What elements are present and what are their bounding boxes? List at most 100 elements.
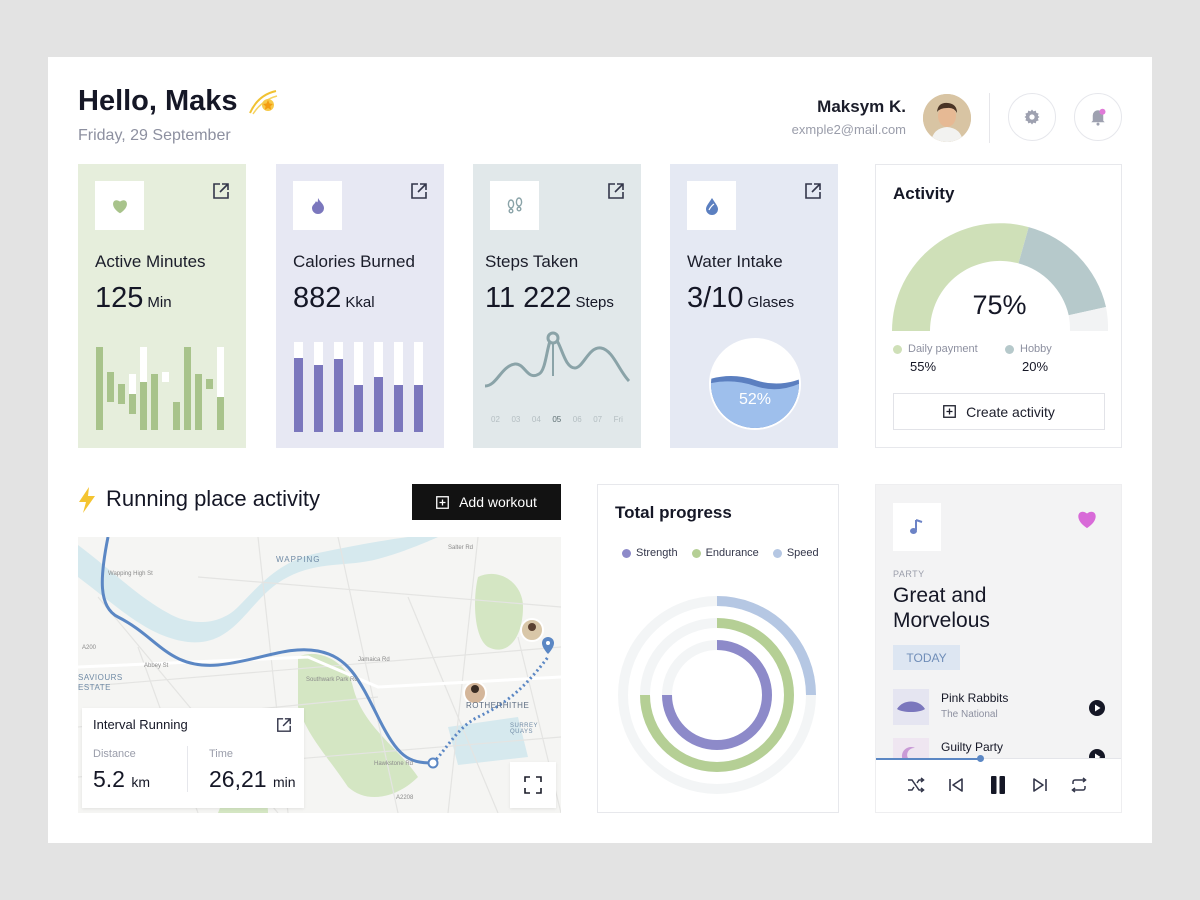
card-icon-box xyxy=(95,181,144,230)
water-percent: 52% xyxy=(738,391,772,408)
card-value: 3/10 Glases xyxy=(687,282,794,315)
track-artist: The National xyxy=(941,709,998,720)
activity-panel: Activity 75% Daily payment 55% Hobby 20%… xyxy=(875,164,1122,448)
user-name: Maksym K. xyxy=(817,97,906,116)
interval-title: Interval Running xyxy=(93,717,188,732)
track-name: Guilty Party xyxy=(941,740,1004,754)
legend-item-daily-payment: Daily payment 55% xyxy=(893,343,978,374)
map-label: WAPPING xyxy=(276,555,321,564)
card-value-number: 3/10 xyxy=(687,282,744,314)
external-link-icon[interactable] xyxy=(804,182,822,200)
progress-legend: Strength Endurance Speed xyxy=(622,547,819,559)
gear-icon xyxy=(1024,109,1040,125)
shuffle-icon[interactable] xyxy=(907,777,925,793)
day-label: Fri xyxy=(613,415,623,424)
create-activity-button[interactable]: Create activity xyxy=(893,393,1105,430)
favorite-heart-icon[interactable] xyxy=(1076,509,1098,529)
fullscreen-button[interactable] xyxy=(510,762,556,808)
previous-icon[interactable] xyxy=(948,777,964,793)
legend-item-hobby: Hobby 20% xyxy=(1005,343,1052,374)
legend-dot xyxy=(772,548,782,558)
route-map[interactable]: WAPPING ROTHERHITHE SAVIOURS ESTATE SURR… xyxy=(78,537,561,813)
active-minutes-chart xyxy=(96,347,224,430)
steps-chart xyxy=(484,331,631,388)
user-email: exmple2@mail.com xyxy=(791,122,906,137)
map-label: ESTATE xyxy=(78,683,111,692)
plus-square-icon xyxy=(943,405,957,418)
card-icon-box xyxy=(687,181,736,230)
legend-label: Daily payment xyxy=(908,343,978,355)
map-label: ROTHERHITHE xyxy=(466,701,530,710)
legend-dot xyxy=(893,344,902,354)
legend-item-strength: Strength xyxy=(622,547,678,559)
card-active-minutes[interactable]: Active Minutes 125 Min xyxy=(78,164,246,448)
distance-label: Distance xyxy=(93,748,136,760)
music-title-line: Morvelous xyxy=(893,609,990,632)
create-activity-label: Create activity xyxy=(966,403,1055,420)
interval-running-card[interactable]: Interval Running Distance 5.2 km Time 26… xyxy=(82,708,304,808)
progress-rings-chart xyxy=(618,596,816,794)
legend-label: Endurance xyxy=(705,547,759,559)
card-title: Active Minutes xyxy=(95,252,206,271)
day-label: 04 xyxy=(531,415,541,424)
day-label: 07 xyxy=(593,415,603,424)
music-player: PARTY Great and Morvelous TODAY Pink Rab… xyxy=(875,484,1122,813)
avatar[interactable] xyxy=(923,94,971,142)
playback-scrubber[interactable] xyxy=(977,755,984,762)
time-unit: min xyxy=(272,774,296,790)
music-icon-box xyxy=(893,503,941,551)
card-value-unit: Steps xyxy=(575,294,614,311)
track-cover xyxy=(893,689,929,725)
lightning-icon xyxy=(79,487,95,513)
external-link-icon[interactable] xyxy=(212,182,230,200)
next-icon[interactable] xyxy=(1032,777,1048,793)
legend-label: Strength xyxy=(636,547,678,559)
play-icon[interactable] xyxy=(1089,700,1105,716)
footprints-icon xyxy=(507,196,522,213)
day-label: 06 xyxy=(572,415,582,424)
card-water-intake[interactable]: Water Intake 3/10 Glases 52% xyxy=(670,164,838,448)
external-link-icon[interactable] xyxy=(607,182,625,200)
time-value: 26,21 min xyxy=(209,766,296,793)
legend-value: 55% xyxy=(910,359,937,374)
card-steps-taken[interactable]: Steps Taken 11 222 Steps 02 03 04 05 06 0… xyxy=(473,164,641,448)
player-controls xyxy=(876,755,1121,812)
activity-title: Activity xyxy=(893,184,955,203)
external-link-icon[interactable] xyxy=(276,717,292,733)
card-icon-box xyxy=(293,181,342,230)
distance-value: 5.2 km xyxy=(93,766,150,793)
map-label: Salter Rd xyxy=(448,545,474,551)
repeat-icon[interactable] xyxy=(1070,776,1088,794)
progress-title: Total progress xyxy=(615,503,732,522)
card-icon-box xyxy=(490,181,539,230)
card-value: 882 Kkal xyxy=(293,282,375,315)
map-label: A2208 xyxy=(396,795,414,801)
card-value-unit: Glases xyxy=(747,294,795,311)
bell-icon xyxy=(1091,108,1106,126)
map-label: Abbey St xyxy=(144,663,169,669)
card-title: Water Intake xyxy=(687,252,783,271)
card-value-number: 882 xyxy=(293,282,342,314)
today-badge[interactable]: TODAY xyxy=(893,645,960,670)
external-link-icon[interactable] xyxy=(410,182,428,200)
running-title: Running place activity xyxy=(106,486,321,511)
track-item[interactable]: Pink Rabbits The National xyxy=(893,689,1105,727)
legend-value: 20% xyxy=(1022,359,1049,374)
album-art-icon xyxy=(897,701,925,712)
day-label: 03 xyxy=(511,415,521,424)
dashboard: Hello, Maks Friday, 29 September Maksym … xyxy=(48,57,1152,843)
map-label: Jamaica Rd xyxy=(358,657,390,663)
settings-button[interactable] xyxy=(1008,93,1056,141)
notifications-button[interactable] xyxy=(1074,93,1122,141)
legend-dot xyxy=(622,548,631,558)
fullscreen-icon xyxy=(524,776,542,794)
card-calories-burned[interactable]: Calories Burned 882 Kkal xyxy=(276,164,444,448)
activity-percent: 75% xyxy=(972,290,1027,320)
playback-progress[interactable] xyxy=(876,758,981,760)
track-name: Pink Rabbits xyxy=(941,691,1009,705)
add-workout-button[interactable]: Add workout xyxy=(412,484,561,520)
card-value-unit: Min xyxy=(147,294,172,311)
pause-icon[interactable] xyxy=(988,775,1008,795)
card-value-number: 11 222 xyxy=(485,282,572,314)
card-title: Calories Burned xyxy=(293,252,415,271)
